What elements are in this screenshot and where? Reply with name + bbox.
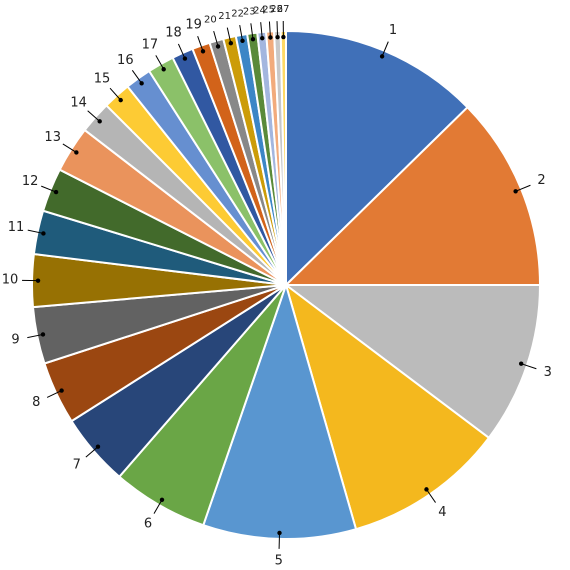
slice-label: 13 <box>44 130 61 145</box>
leader-line <box>268 21 271 38</box>
leader-dot <box>268 35 273 40</box>
leader-dot <box>260 35 265 41</box>
leader-dot <box>53 189 59 195</box>
slice-label: 10 <box>2 273 19 288</box>
leader-line <box>250 23 254 40</box>
leader-line <box>41 185 57 193</box>
leader-line <box>109 87 122 101</box>
leader-line <box>426 489 436 503</box>
leader-dot <box>275 34 280 40</box>
slice-label: 22 <box>231 8 244 19</box>
slice-label: 11 <box>8 220 25 235</box>
slice-label: 7 <box>73 457 81 472</box>
leader-line <box>260 22 263 39</box>
slice-label: 19 <box>185 17 202 32</box>
slice-label: 23 <box>243 6 256 17</box>
leader-dot <box>95 444 101 449</box>
leader-line <box>213 30 219 47</box>
slice-label: 8 <box>32 395 40 410</box>
leader-line <box>27 229 44 234</box>
leader-line <box>197 36 204 52</box>
leader-line <box>153 499 163 514</box>
leader-line <box>131 70 143 84</box>
slice-label: 9 <box>11 333 19 348</box>
slice-label: 6 <box>144 517 152 532</box>
leader-line <box>381 41 389 57</box>
leader-dot <box>250 37 256 42</box>
slice-label: 14 <box>70 95 87 110</box>
leader-dot <box>277 530 282 536</box>
leader-line <box>62 143 77 153</box>
leader-dot <box>59 388 64 393</box>
leader-line <box>276 21 279 38</box>
leader-dot <box>228 41 234 46</box>
leader-dot <box>240 38 245 44</box>
leader-dot <box>41 231 46 236</box>
leader-dot <box>379 54 385 59</box>
leader-dot <box>513 189 518 194</box>
slice-label: 15 <box>94 72 111 87</box>
leader-dot <box>35 278 41 283</box>
slice-label: 1 <box>389 23 397 38</box>
leader-dot <box>200 49 206 54</box>
slice-label: 2 <box>537 173 545 188</box>
leader-dot <box>215 44 221 49</box>
leader-line <box>239 25 244 41</box>
leader-dot <box>159 497 165 502</box>
leader-dot <box>281 34 286 40</box>
slice-label: 3 <box>544 365 552 380</box>
slice-label: 5 <box>275 553 283 568</box>
leader-line <box>521 363 537 370</box>
leader-line <box>226 27 232 44</box>
leader-dot <box>118 97 123 103</box>
leader-line <box>46 390 62 398</box>
leader-line <box>177 43 186 59</box>
slice-label: 24 <box>253 5 266 16</box>
slice-label: 16 <box>117 53 134 68</box>
leader-line <box>27 333 44 339</box>
leader-dot <box>97 119 102 124</box>
leader-dot <box>161 67 166 72</box>
slice-label: 17 <box>142 37 159 52</box>
leader-line <box>87 110 101 122</box>
slice-label: 18 <box>165 25 182 40</box>
leader-dot <box>74 150 79 155</box>
leader-line <box>85 446 99 458</box>
slice-label: 20 <box>204 15 217 26</box>
slice-label: 4 <box>438 505 446 520</box>
leader-line <box>155 55 165 70</box>
slice-label: 21 <box>218 11 231 22</box>
slice-label: 12 <box>22 174 39 189</box>
leader-dot <box>40 332 46 337</box>
leader-dot <box>518 361 524 366</box>
leader-line <box>515 184 531 192</box>
leader-dot <box>424 487 429 492</box>
leader-dot <box>139 81 144 86</box>
slice-label: 26 <box>270 4 283 15</box>
slice-label: 25 <box>262 5 275 16</box>
leader-dot <box>182 56 188 61</box>
slice-label: 27 <box>277 4 290 15</box>
